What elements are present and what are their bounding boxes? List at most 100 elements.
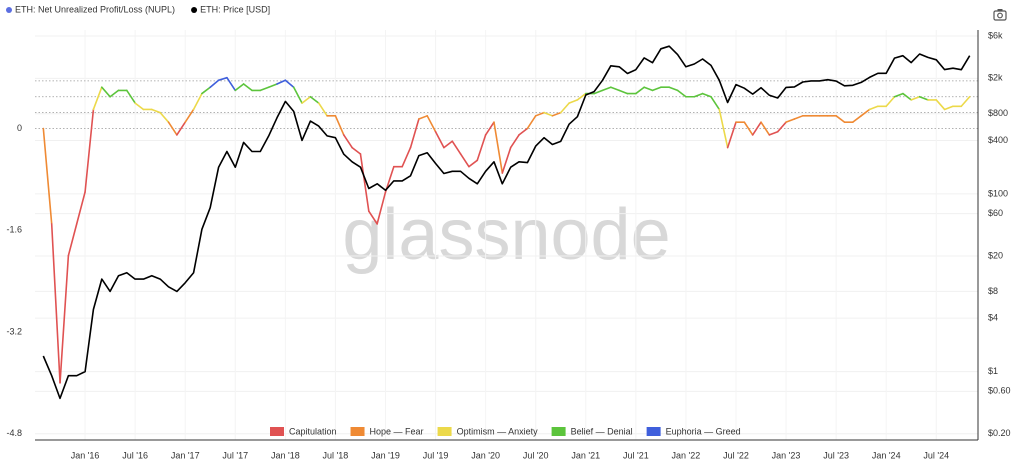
nupl-segment <box>835 115 846 123</box>
nupl-segment <box>217 76 228 82</box>
y2-tick-label: $0.60 <box>988 386 1011 396</box>
nupl-segment <box>760 121 771 136</box>
nupl-segment <box>743 121 754 136</box>
nupl-segment <box>401 146 412 168</box>
x-tick-label: Jan '18 <box>271 450 300 460</box>
nupl-segment <box>242 83 253 92</box>
y2-tick-label: $60 <box>988 208 1003 218</box>
nupl-segment <box>893 92 904 98</box>
nupl-segment <box>259 86 270 92</box>
nupl-segment <box>568 99 579 104</box>
x-tick-label: Jul '18 <box>323 450 349 460</box>
x-tick-label: Jan '20 <box>471 450 500 460</box>
nupl-segment <box>418 115 429 120</box>
nupl-segment <box>484 121 495 136</box>
nupl-segment <box>159 111 170 123</box>
nupl-segment <box>468 159 479 168</box>
nupl-segment <box>184 108 195 123</box>
nupl-segment <box>910 95 921 101</box>
nupl-segment <box>59 254 70 384</box>
zone-label: Euphoria — Greed <box>666 426 741 436</box>
zone-swatch <box>646 427 661 436</box>
nupl-segment <box>726 121 737 149</box>
nupl-segment <box>509 134 520 149</box>
legend-dot <box>191 7 198 13</box>
nupl-segment <box>576 92 587 101</box>
x-tick-label: Jan '24 <box>872 450 901 460</box>
nupl-segment <box>610 86 620 92</box>
nupl-segment <box>100 86 111 98</box>
price-line <box>42 45 971 400</box>
y2-tick-label: $400 <box>988 135 1008 145</box>
y2-tick-label: $800 <box>988 108 1008 118</box>
nupl-segment <box>201 86 212 95</box>
nupl-segment <box>301 95 312 104</box>
nupl-segment <box>701 92 712 98</box>
nupl-segment <box>793 115 804 120</box>
nupl-segment <box>125 89 136 104</box>
nupl-segment <box>551 111 562 117</box>
y2-tick-label: $20 <box>988 250 1003 260</box>
zone-label: Belief — Denial <box>571 426 633 436</box>
nupl-segment <box>226 76 237 92</box>
nupl-segment <box>309 95 320 104</box>
nupl-segment <box>176 121 187 136</box>
nupl-segment <box>852 115 862 123</box>
nupl-segment <box>935 99 946 111</box>
nupl-segment <box>710 95 721 111</box>
nupl-segment <box>276 79 287 85</box>
nupl-segment <box>559 102 570 114</box>
nupl-segment <box>368 210 378 225</box>
y2-tick-label: $6k <box>988 30 1003 40</box>
x-tick-label: Jul '17 <box>222 450 248 460</box>
x-tick-label: Jan '21 <box>571 450 600 460</box>
nupl-segment <box>526 115 537 130</box>
x-tick-label: Jul '23 <box>823 450 849 460</box>
nupl-segment <box>543 111 554 117</box>
x-tick-label: Jul '20 <box>523 450 549 460</box>
y-tick-label: -3.2 <box>6 326 22 336</box>
y2-tick-label: $0.20 <box>988 428 1011 438</box>
nupl-segment <box>518 127 529 136</box>
y2-tick-label: $4 <box>988 313 998 323</box>
camera-icon[interactable] <box>993 9 1007 21</box>
legend-dot <box>6 7 12 13</box>
nupl-segment <box>134 102 145 111</box>
nupl-segment <box>434 130 445 149</box>
nupl-segment <box>534 111 545 117</box>
nupl-segment <box>292 86 303 104</box>
nupl-segment <box>317 102 328 117</box>
nupl-segment <box>151 108 161 114</box>
nupl-segment <box>718 108 729 149</box>
zone-swatch <box>551 427 566 436</box>
nupl-segment <box>426 115 437 133</box>
x-tick-label: Jul '24 <box>923 450 949 460</box>
nupl-segment <box>42 127 53 225</box>
nupl-segment <box>668 86 679 92</box>
nupl-segment <box>359 153 370 212</box>
nupl-segment <box>960 95 971 108</box>
nupl-segment <box>50 223 61 384</box>
nupl-segment <box>860 108 871 117</box>
x-tick-label: Jul '22 <box>723 450 749 460</box>
nupl-segment <box>443 140 454 149</box>
nupl-segment <box>693 92 704 98</box>
nupl-segment <box>84 108 95 193</box>
nupl-segment <box>885 95 896 108</box>
zone-swatch <box>270 427 284 436</box>
nupl-segment <box>192 92 203 111</box>
nupl-segment <box>476 134 487 162</box>
nupl-segment <box>75 191 86 225</box>
nupl-segment <box>267 83 278 89</box>
nupl-segment <box>751 121 762 136</box>
nupl-segment <box>351 146 362 155</box>
x-tick-label: Jan '16 <box>71 450 100 460</box>
nupl-segment <box>676 89 687 98</box>
nupl-segment <box>334 115 345 136</box>
y-tick-label: -4.8 <box>6 428 22 438</box>
nupl-segment <box>902 92 913 101</box>
nupl-segment <box>167 121 178 136</box>
y2-tick-label: $100 <box>988 188 1008 198</box>
nupl-segment <box>651 86 662 92</box>
